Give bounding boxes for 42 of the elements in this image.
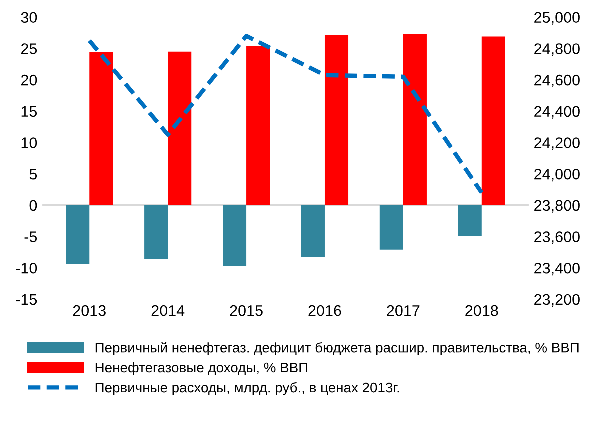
y2-tick-label: 25,000	[534, 12, 580, 25]
bar	[168, 52, 192, 206]
y-tick-label: 25	[21, 44, 38, 54]
y-tick-label: 20	[21, 74, 38, 86]
y-tick-label: 0	[30, 200, 38, 212]
bar	[324, 36, 349, 206]
bar	[223, 205, 247, 266]
bar	[301, 205, 325, 258]
bar	[403, 34, 427, 206]
x-tick-label: 2014	[152, 305, 185, 316]
line-series	[88, 34, 484, 195]
bar	[66, 205, 90, 264]
y2-tick-label: 24,600	[534, 74, 580, 88]
y2-tick-label: 24,000	[534, 168, 580, 182]
x-tick-label: 2018	[466, 305, 498, 316]
x-tick-label: 2016	[308, 305, 342, 316]
y-tick-label: 5	[30, 169, 38, 180]
x-tick-label: 2015	[230, 305, 263, 316]
y2-tick-label: 23,400	[534, 262, 580, 276]
legend-label: Первичный ненефтегаз. дефицит бюджета расшир. правительства, % ВВП	[96, 342, 579, 356]
y2-tick-label: 23,200	[534, 294, 580, 307]
legend-label: Ненефтегазовые доходы, % ВВП	[96, 362, 308, 376]
bar	[144, 205, 168, 260]
y-tick-label: -10	[16, 262, 38, 274]
bar	[458, 205, 482, 236]
y-tick-label: -5	[24, 232, 38, 242]
legend-label: Первичные расходы, млрд. руб., в ценах 2013г.	[96, 382, 400, 396]
y-tick-label: 30	[21, 12, 38, 24]
bar	[380, 205, 404, 250]
x-tick-label: 2013	[73, 305, 106, 316]
y2-tick-label: 24,400	[534, 106, 580, 119]
y2-tick-label: 24,800	[534, 44, 580, 56]
bar	[90, 52, 114, 206]
bar	[246, 46, 270, 206]
y2-tick-label: 24,200	[534, 138, 580, 150]
y2-tick-label: 23,600	[534, 232, 580, 244]
y-tick-label: 10	[22, 138, 38, 148]
y-tick-label: -15	[16, 294, 38, 306]
bar	[482, 36, 506, 206]
y2-tick-label: 23,800	[534, 200, 580, 213]
y-tick-label: 15	[22, 106, 38, 118]
x-tick-label: 2017	[387, 305, 420, 316]
